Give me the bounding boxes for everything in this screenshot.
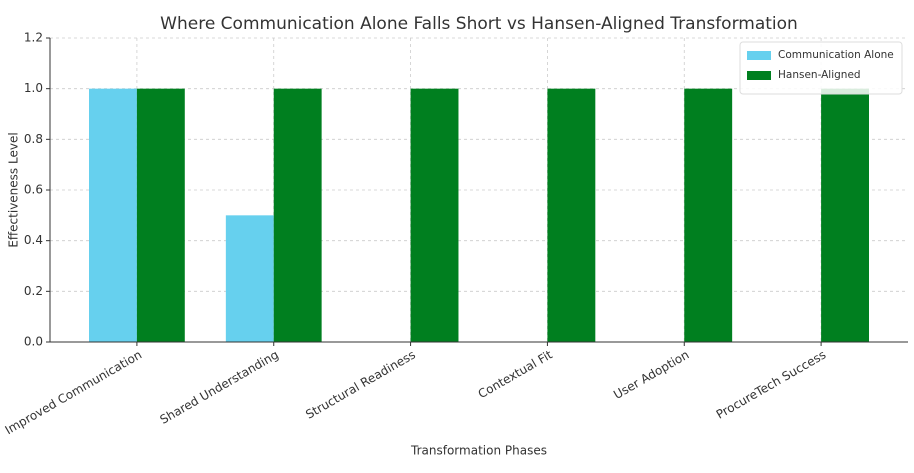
x-tick-label: Improved Communication: [3, 348, 145, 438]
bar: [225, 215, 274, 342]
y-tick-label: 0.6: [24, 183, 43, 197]
legend-swatch: [747, 51, 771, 60]
y-tick-label: 1.2: [24, 31, 43, 45]
legend-label: Communication Alone: [778, 49, 894, 61]
y-tick-label: 0.4: [24, 233, 43, 247]
x-tick-label: Shared Understanding: [158, 348, 281, 427]
bar: [136, 88, 185, 343]
y-tick-label: 0.2: [24, 284, 43, 298]
x-tick-label: Structural Readiness: [303, 348, 418, 422]
legend-box: [739, 41, 903, 95]
y-tick-label: 0.0: [24, 335, 43, 349]
legend-label: Hansen-Aligned: [778, 69, 861, 81]
bar: [684, 88, 733, 343]
chart-title: Where Communication Alone Falls Short vs…: [160, 14, 798, 34]
bar: [410, 88, 459, 343]
x-tick-label: Contextual Fit: [476, 347, 555, 401]
bar: [547, 88, 596, 343]
bar: [89, 88, 137, 343]
x-tick-label: User Adoption: [611, 348, 691, 402]
bar: [273, 88, 322, 343]
y-tick-label: 0.8: [24, 132, 43, 146]
legend: Communication Alone Hansen-Aligned: [739, 41, 903, 95]
y-tick-label: 1.0: [24, 81, 43, 95]
x-tick-label: ProcureTech Success: [714, 348, 829, 422]
x-axis-label: Transformation Phases: [410, 444, 547, 458]
y-axis-label: Effectiveness Level: [7, 132, 21, 247]
bar: [821, 88, 869, 343]
legend-swatch: [747, 71, 771, 80]
